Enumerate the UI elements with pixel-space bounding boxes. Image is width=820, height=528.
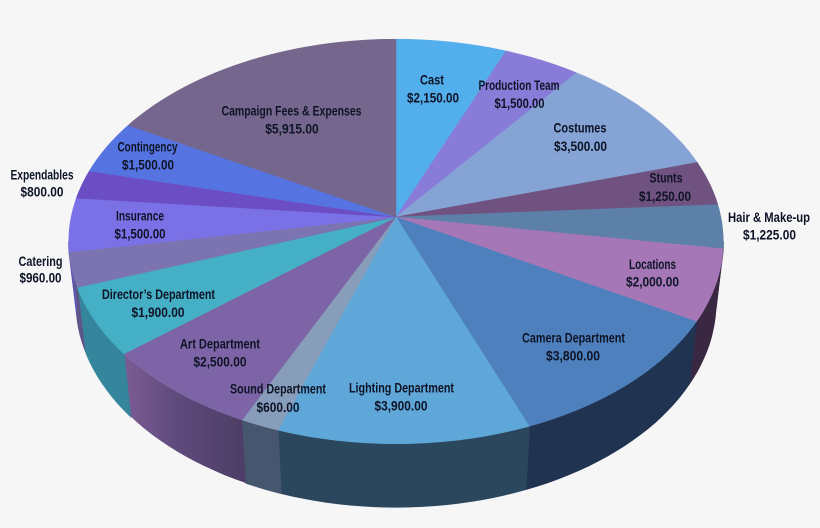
svg-text:Cast: Cast <box>420 72 444 88</box>
svg-text:$3,900.00: $3,900.00 <box>375 398 428 414</box>
svg-text:Sound Department: Sound Department <box>230 381 326 397</box>
svg-text:$2,000.00: $2,000.00 <box>626 274 679 290</box>
svg-text:Contingency: Contingency <box>118 139 178 155</box>
svg-text:$1,500.00: $1,500.00 <box>495 95 545 111</box>
svg-text:Hair & Make-up: Hair & Make-up <box>728 209 810 225</box>
svg-text:Production Team: Production Team <box>479 77 560 93</box>
svg-text:$1,500.00: $1,500.00 <box>115 226 166 242</box>
svg-text:Camera Department: Camera Department <box>522 330 625 346</box>
svg-text:Costumes: Costumes <box>554 120 607 136</box>
svg-text:$5,915.00: $5,915.00 <box>265 121 319 137</box>
svg-text:$1,500.00: $1,500.00 <box>122 157 174 173</box>
svg-text:Expendables: Expendables <box>11 167 74 183</box>
svg-text:$2,150.00: $2,150.00 <box>407 90 459 106</box>
svg-text:$2,500.00: $2,500.00 <box>194 354 247 370</box>
svg-text:Art Department: Art Department <box>180 336 260 352</box>
svg-text:Lighting Department: Lighting Department <box>349 380 454 396</box>
svg-text:$600.00: $600.00 <box>257 399 300 415</box>
svg-text:Campaign Fees & Expenses: Campaign Fees & Expenses <box>222 103 362 119</box>
svg-text:$960.00: $960.00 <box>20 270 62 286</box>
svg-text:$1,250.00: $1,250.00 <box>639 188 691 204</box>
svg-text:Insurance: Insurance <box>116 207 164 223</box>
svg-text:Stunts: Stunts <box>650 170 683 186</box>
svg-text:$3,800.00: $3,800.00 <box>546 348 600 364</box>
svg-text:$1,225.00: $1,225.00 <box>743 227 796 243</box>
svg-text:Director’s Department: Director’s Department <box>102 286 215 302</box>
svg-text:$1,900.00: $1,900.00 <box>132 304 185 320</box>
svg-text:$800.00: $800.00 <box>21 184 64 200</box>
svg-text:$3,500.00: $3,500.00 <box>554 138 607 154</box>
svg-text:Locations: Locations <box>629 256 676 272</box>
svg-text:Catering: Catering <box>19 253 63 269</box>
